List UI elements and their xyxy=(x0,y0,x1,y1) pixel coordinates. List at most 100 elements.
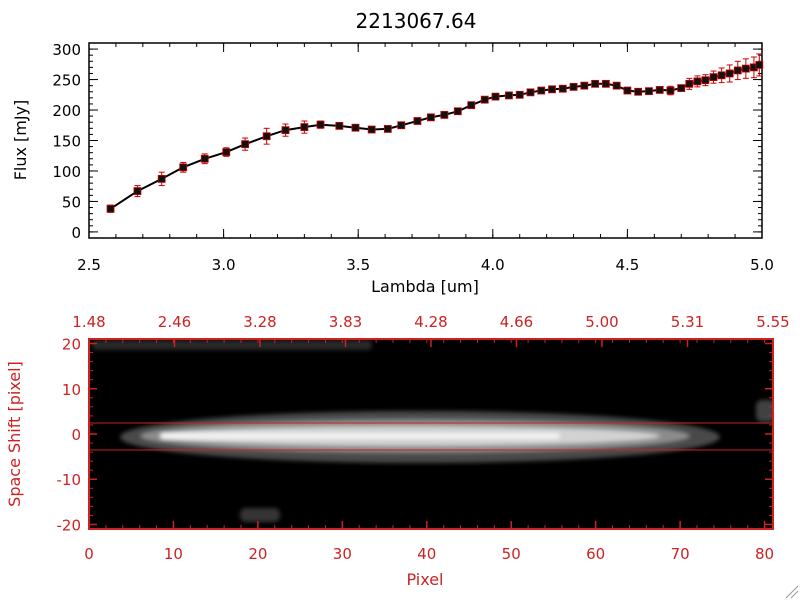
bottom-x-tick-label: 70 xyxy=(671,545,690,563)
top-plot-frame xyxy=(88,42,763,239)
data-point xyxy=(569,82,578,91)
data-point xyxy=(580,81,589,90)
data-point xyxy=(741,64,750,73)
bottom-y-tick-label: -20 xyxy=(57,516,82,534)
top-y-tick-label: 200 xyxy=(52,102,81,120)
data-point xyxy=(548,85,556,94)
top-y-tick-label: 0 xyxy=(71,224,81,242)
top-y-tick-label: 100 xyxy=(52,163,81,181)
data-point xyxy=(335,121,344,130)
data-point xyxy=(558,84,567,93)
data-point xyxy=(383,125,392,133)
bottom-x-tick-label: 0 xyxy=(84,545,94,563)
top-wavelength-tick-label: 2.46 xyxy=(158,313,191,331)
data-point xyxy=(591,79,599,88)
top-y-tick-label: 150 xyxy=(52,133,81,151)
data-point xyxy=(106,204,115,213)
right-edge-blob xyxy=(756,400,773,422)
data-point xyxy=(645,87,653,96)
top-x-tick-label: 2.5 xyxy=(77,256,101,274)
data-point xyxy=(133,187,142,195)
data-point xyxy=(505,91,513,100)
bottom-x-tick-label: 10 xyxy=(164,545,183,563)
data-point xyxy=(491,92,500,101)
bottom-x-axis-label: Pixel xyxy=(406,570,443,589)
trace-spine xyxy=(160,433,560,439)
data-point xyxy=(634,87,643,96)
bottom-x-tick-label: 50 xyxy=(502,545,521,563)
data-point xyxy=(300,123,309,131)
data-point xyxy=(717,71,726,80)
top-x-tick-label: 3.0 xyxy=(212,256,236,274)
top-wavelength-tick-label: 5.31 xyxy=(671,313,704,331)
data-point xyxy=(241,140,250,149)
data-point xyxy=(397,121,406,130)
top-plot-ticks xyxy=(88,43,763,238)
data-point xyxy=(515,90,524,99)
top-wavelength-tick-label: 3.83 xyxy=(329,313,362,331)
data-point xyxy=(262,132,271,141)
bottom-y-tick-label: 0 xyxy=(71,426,81,444)
top-wavelength-tick-label: 3.28 xyxy=(243,313,276,331)
top-y-tick-label: 300 xyxy=(52,41,81,59)
data-point xyxy=(733,66,742,75)
data-point xyxy=(655,86,664,94)
top-x-axis-label: Lambda [um] xyxy=(371,277,479,296)
resize-grip-icon[interactable] xyxy=(785,585,799,599)
bottom-y-tick-label: 20 xyxy=(62,336,81,354)
bottom-y-tick-label: 10 xyxy=(62,381,81,399)
data-point xyxy=(426,113,435,122)
data-point xyxy=(200,154,209,163)
data-point xyxy=(157,174,166,183)
bottom-image-plot: 0 10 20 30 40 50 60 70 80 1.48 2.46 3.28 3.83 4.28 4.6… xyxy=(57,313,790,563)
top-chart-title: 2213067.64 xyxy=(356,9,477,33)
bottom-x-tick-label: 40 xyxy=(417,545,436,563)
data-point xyxy=(623,86,632,95)
data-point xyxy=(693,77,702,86)
data-point xyxy=(601,79,610,88)
data-point xyxy=(709,73,718,82)
bottom-y-tick-label: -10 xyxy=(57,471,82,489)
data-point xyxy=(537,86,546,95)
top-y-tick-label: 250 xyxy=(52,72,81,90)
top-x-tick-label: 3.5 xyxy=(346,256,370,274)
top-spectrum-plot: 2.5 3.0 3.5 4.0 4.5 5.0 0 50 100 150 200 250 300 xyxy=(52,41,774,274)
top-wavelength-tick-label: 1.48 xyxy=(72,313,105,331)
data-point xyxy=(351,123,360,132)
data-point xyxy=(179,163,188,172)
top-plot-series xyxy=(106,53,764,213)
top-wavelength-tick-label: 5.00 xyxy=(585,313,618,331)
lower-noise-patch xyxy=(240,508,280,522)
top-y-tick-label: 50 xyxy=(62,193,81,211)
data-point xyxy=(666,86,675,95)
top-y-axis-label: Flux [mJy] xyxy=(11,100,30,181)
bottom-x-tick-label: 30 xyxy=(333,545,352,563)
data-point xyxy=(316,120,325,129)
top-x-tick-label: 5.0 xyxy=(750,256,774,274)
bottom-x-tick-label: 60 xyxy=(586,545,605,563)
top-wavelength-tick-label: 4.28 xyxy=(414,313,447,331)
data-point xyxy=(480,95,489,104)
top-wavelength-tick-label: 5.55 xyxy=(756,313,789,331)
data-point xyxy=(701,76,710,85)
top-plot-tick-labels: 2.5 3.0 3.5 4.0 4.5 5.0 0 50 100 150 200 250 300 xyxy=(52,41,774,274)
data-point xyxy=(725,69,734,78)
data-point xyxy=(526,88,535,97)
data-point xyxy=(440,111,449,119)
data-point xyxy=(222,148,231,156)
data-point xyxy=(755,61,764,69)
data-point xyxy=(467,101,476,110)
top-wavelength-tick-label: 4.66 xyxy=(500,313,533,331)
bottom-plot-tick-labels: 0 10 20 30 40 50 60 70 80 1.48 2.46 3.28 3.83 4.28 4.6… xyxy=(57,313,790,563)
top-x-tick-label: 4.0 xyxy=(481,256,505,274)
bottom-x-tick-label: 20 xyxy=(248,545,267,563)
upper-edge-glow xyxy=(92,340,372,350)
data-point xyxy=(453,107,462,116)
bottom-plot-ticks xyxy=(88,339,774,529)
bottom-y-axis-label: Space Shift [pixel] xyxy=(5,361,24,507)
bottom-x-tick-label: 80 xyxy=(755,545,774,563)
top-x-tick-label: 4.5 xyxy=(615,256,639,274)
data-point xyxy=(281,126,290,135)
data-point xyxy=(367,125,376,134)
